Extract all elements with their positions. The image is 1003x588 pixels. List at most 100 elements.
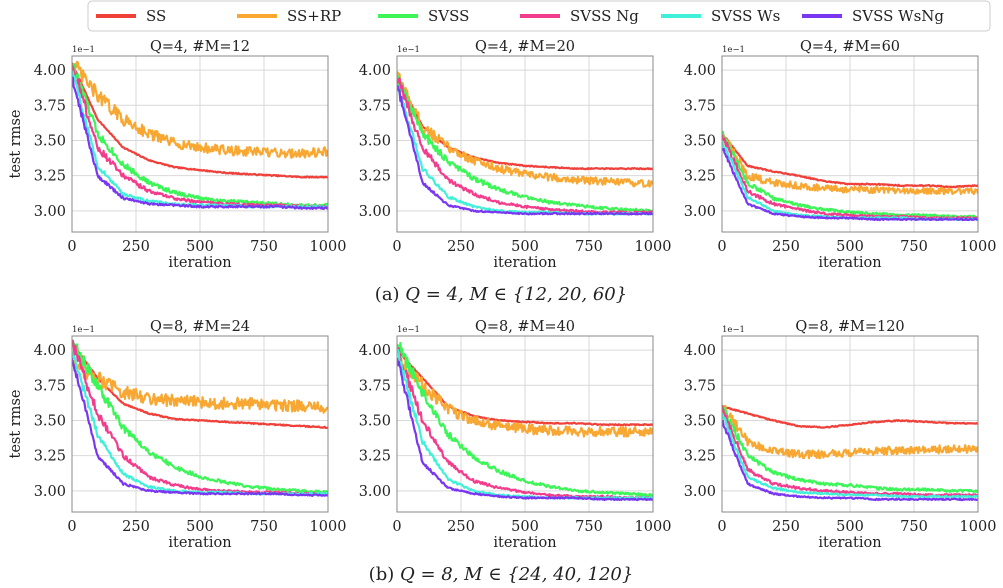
caption-prefix: (a): [375, 284, 406, 305]
x-tick-label: 500: [511, 239, 539, 255]
legend-label: SVSS: [428, 7, 469, 25]
x-tick-label: 250: [447, 519, 475, 535]
x-tick-label: 1000: [960, 239, 997, 255]
chart-panel: 0 250 500 750 1000 3.00 3.25 3.50 3.75 4.00 1e−1 Q=…: [8, 39, 346, 271]
y-tick-label: 3.50: [359, 133, 391, 149]
x-axis-label: iteration: [493, 255, 556, 271]
x-axis-label: iteration: [818, 255, 881, 271]
y-tick-label: 4.00: [359, 63, 391, 79]
y-tick-label: 3.25: [684, 449, 716, 465]
y-tick-label: 3.00: [359, 484, 391, 500]
x-tick-label: 0: [67, 239, 76, 255]
axis-offset-text: 1e−1: [397, 45, 420, 55]
series-line: [72, 358, 328, 497]
legend-label: SVSS Ws: [711, 7, 780, 25]
series-line: [722, 405, 978, 429]
axis-offset-text: 1e−1: [722, 325, 745, 335]
series-line: [72, 76, 328, 211]
legend-label: SS: [146, 7, 166, 25]
series-line: [722, 132, 978, 189]
y-tick-label: 3.50: [34, 413, 66, 429]
axis-offset-text: 1e−1: [72, 325, 95, 335]
chart-panel: 0 250 500 750 1000 3.00 3.25 3.50 3.75 4.00 1e−1 Q=…: [684, 319, 997, 551]
chart-panel: 0 250 500 750 1000 3.00 3.25 3.50 3.75 4.00 1e−1 Q=…: [359, 39, 672, 271]
series-line: [397, 357, 653, 502]
series-line: [72, 342, 328, 430]
axis-offset-text: 1e−1: [397, 325, 420, 335]
x-tick-label: 1000: [635, 239, 672, 255]
x-tick-label: 1000: [310, 519, 347, 535]
y-axis-label: test rmse: [8, 390, 24, 459]
caption-prefix: (b): [369, 564, 400, 585]
x-tick-label: 0: [717, 239, 726, 255]
x-tick-label: 500: [836, 239, 864, 255]
chart-title: Q=8, #M=24: [150, 319, 250, 335]
x-tick-label: 250: [772, 239, 800, 255]
x-tick-label: 500: [836, 519, 864, 535]
x-tick-label: 0: [717, 519, 726, 535]
legend-label: SVSS WsNg: [852, 7, 944, 25]
x-tick-label: 250: [447, 239, 475, 255]
y-tick-label: 3.25: [684, 169, 716, 185]
series-line: [722, 131, 978, 196]
series-line: [72, 63, 328, 208]
plot-frame: [721, 55, 979, 233]
plot-frame: [396, 335, 654, 513]
legend-label: SVSS Ng: [570, 7, 639, 25]
plot-frame: [396, 55, 654, 233]
chart-panel: 0 250 500 750 1000 3.00 3.25 3.50 3.75 4.00 1e−1 Q=…: [8, 319, 346, 551]
y-tick-label: 3.75: [34, 378, 66, 394]
chart-title: Q=8, #M=40: [475, 319, 575, 335]
series-line: [722, 406, 978, 494]
x-tick-label: 500: [186, 239, 214, 255]
plot-frame: [71, 55, 329, 233]
series-line: [72, 340, 328, 495]
series-line: [397, 76, 653, 171]
caption-a: (a) Q = 4, M ∈ {12, 20, 60}: [375, 284, 627, 305]
y-tick-label: 3.75: [359, 98, 391, 114]
x-axis-label: iteration: [168, 255, 231, 271]
y-tick-label: 3.00: [34, 204, 66, 220]
x-tick-label: 0: [392, 239, 401, 255]
axis-offset-text: 1e−1: [72, 45, 95, 55]
x-tick-label: 750: [575, 519, 603, 535]
series-line: [397, 85, 653, 216]
y-tick-label: 3.75: [359, 378, 391, 394]
chart-title: Q=4, #M=20: [475, 39, 575, 55]
series-line: [397, 354, 653, 438]
series-line: [397, 75, 653, 214]
x-tick-label: 250: [122, 239, 150, 255]
x-tick-label: 750: [900, 239, 928, 255]
series-line: [397, 77, 653, 215]
y-tick-label: 3.00: [684, 484, 716, 500]
x-tick-label: 750: [250, 239, 278, 255]
series-line: [72, 359, 328, 414]
x-tick-label: 250: [122, 519, 150, 535]
y-tick-label: 3.00: [684, 204, 716, 220]
series-line: [722, 130, 978, 219]
series-line: [397, 347, 653, 500]
y-tick-label: 3.50: [359, 413, 391, 429]
x-tick-label: 0: [392, 519, 401, 535]
y-tick-label: 3.00: [359, 204, 391, 220]
series-line: [72, 60, 328, 159]
chart-title: Q=4, #M=12: [150, 39, 250, 55]
series-line: [722, 147, 978, 222]
caption-b: (b) Q = 8, M ∈ {24, 40, 120}: [369, 564, 634, 585]
x-tick-label: 1000: [635, 519, 672, 535]
series-line: [722, 404, 978, 460]
caption-math: Q = 4, M ∈ {12, 20, 60}: [405, 284, 627, 305]
series-line: [397, 341, 653, 498]
chart-panels: 0 250 500 750 1000 3.00 3.25 3.50 3.75 4.00 1e−1 Q=…: [8, 39, 996, 551]
y-axis-label: test rmse: [8, 110, 24, 179]
y-tick-label: 3.50: [684, 133, 716, 149]
y-tick-label: 3.75: [684, 98, 716, 114]
chart-title: Q=8, #M=120: [795, 319, 904, 335]
y-tick-label: 4.00: [684, 343, 716, 359]
series-line: [72, 62, 328, 179]
plot-frame: [71, 335, 329, 513]
series-line: [722, 419, 978, 502]
series-line: [397, 71, 653, 188]
y-tick-label: 3.25: [359, 449, 391, 465]
x-tick-label: 500: [511, 519, 539, 535]
